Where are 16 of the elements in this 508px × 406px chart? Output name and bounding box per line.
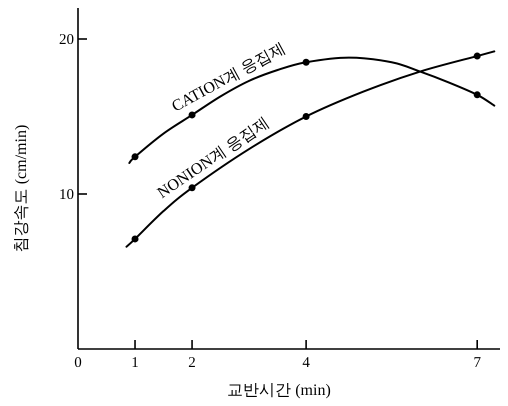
point [132, 235, 139, 242]
point [474, 91, 481, 98]
point [132, 153, 139, 160]
x-tick-label: 1 [131, 355, 139, 371]
y-axis-title: 침강속도 (cm/min) [13, 124, 30, 252]
y-tick-label: 20 [59, 32, 74, 48]
point [188, 111, 196, 118]
point [302, 113, 310, 120]
x-tick-label: 4 [302, 355, 310, 371]
y-tick-label: 10 [59, 187, 74, 203]
point [474, 52, 481, 60]
point [302, 58, 310, 66]
x-axis-title: 교반시간 (min) [227, 382, 331, 399]
x-tick-label: 7 [473, 355, 482, 371]
x-tick-label: 2 [188, 355, 196, 371]
x-tick-label: 0 [74, 355, 82, 371]
